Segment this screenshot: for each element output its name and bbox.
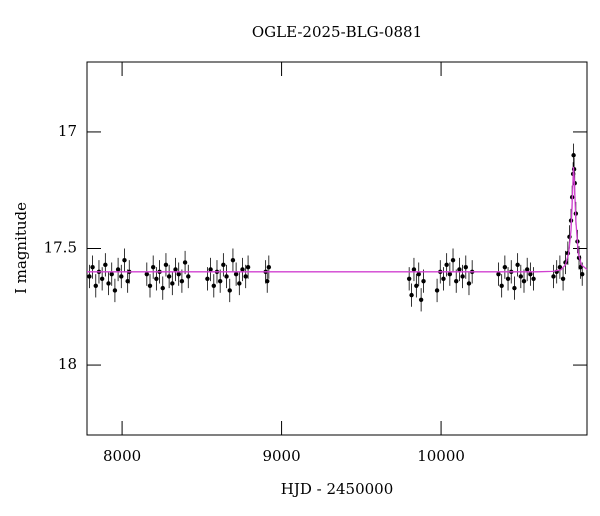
data-point — [186, 274, 191, 279]
data-point — [99, 276, 105, 282]
data-point — [505, 276, 511, 282]
data-point — [521, 278, 527, 284]
data-point — [166, 274, 172, 279]
data-point — [119, 274, 124, 279]
data-point — [434, 288, 440, 293]
data-point — [122, 257, 127, 263]
data-point — [243, 274, 248, 279]
data-point — [182, 260, 188, 265]
data-point — [109, 271, 114, 277]
data-point — [524, 267, 530, 272]
data-point — [418, 297, 424, 302]
data-point — [176, 271, 181, 277]
data-point — [211, 283, 216, 288]
data-point — [447, 271, 453, 277]
data-point — [499, 283, 504, 288]
data-point — [227, 288, 232, 293]
data-point — [457, 267, 462, 272]
data-point — [528, 271, 533, 277]
chart-title: OGLE-2025-BLG-0881 — [252, 23, 422, 41]
y-axis-label: I magnitude — [12, 202, 30, 294]
data-point — [557, 264, 563, 270]
data-point — [150, 264, 156, 270]
data-point — [406, 276, 412, 282]
data-point — [571, 153, 576, 158]
data-point — [144, 271, 150, 277]
data-point — [265, 278, 270, 284]
data-point — [230, 257, 236, 263]
data-point — [560, 276, 566, 282]
data-point — [237, 281, 242, 286]
data-point — [170, 281, 175, 286]
plot-frame — [86, 61, 588, 436]
data-point — [515, 262, 520, 268]
data-point — [460, 274, 465, 279]
data-point — [154, 276, 159, 282]
data-point — [221, 262, 226, 268]
data-point — [93, 283, 98, 288]
data-point — [205, 276, 210, 282]
data-point — [125, 278, 130, 284]
data-point — [266, 264, 272, 270]
data-point — [463, 264, 468, 270]
x-tick-label: 8000 — [103, 447, 141, 465]
data-point — [580, 271, 585, 277]
data-point — [411, 267, 417, 272]
data-point — [90, 264, 95, 270]
data-point — [441, 276, 446, 282]
y-tick-label: 17 — [58, 122, 77, 140]
x-tick-label: 10000 — [417, 447, 465, 465]
data-point — [87, 274, 92, 279]
data-point — [409, 292, 414, 298]
y-tick-label: 18 — [58, 355, 77, 373]
data-point — [103, 262, 108, 268]
data-point — [502, 264, 508, 270]
data-point — [147, 283, 153, 288]
x-tick-label: 9000 — [262, 447, 300, 465]
model-line — [87, 166, 588, 273]
y-tick-label: 17.5 — [44, 239, 77, 257]
data-point — [414, 283, 419, 288]
data-point — [160, 285, 165, 291]
data-point — [163, 262, 169, 268]
data-point — [173, 267, 178, 272]
data-point — [512, 285, 517, 291]
data-point — [416, 271, 421, 277]
data-point — [224, 274, 229, 279]
data-point — [454, 278, 459, 284]
data-point — [531, 276, 536, 282]
data-point — [106, 281, 111, 286]
data-point — [208, 267, 213, 272]
data-point — [444, 262, 449, 268]
data-point — [233, 271, 239, 277]
data-point — [551, 274, 556, 279]
data-point — [240, 267, 245, 272]
data-point — [466, 281, 472, 286]
data-point — [496, 271, 501, 277]
data-point — [112, 288, 118, 293]
x-axis-label: HJD - 2450000 — [281, 480, 394, 498]
data-point — [245, 264, 251, 270]
data-point — [450, 257, 456, 263]
data-point — [518, 274, 524, 279]
data-point — [179, 278, 185, 284]
data-point — [421, 278, 426, 284]
data-point — [115, 267, 121, 272]
data-point — [578, 264, 583, 270]
data-point — [217, 278, 223, 284]
